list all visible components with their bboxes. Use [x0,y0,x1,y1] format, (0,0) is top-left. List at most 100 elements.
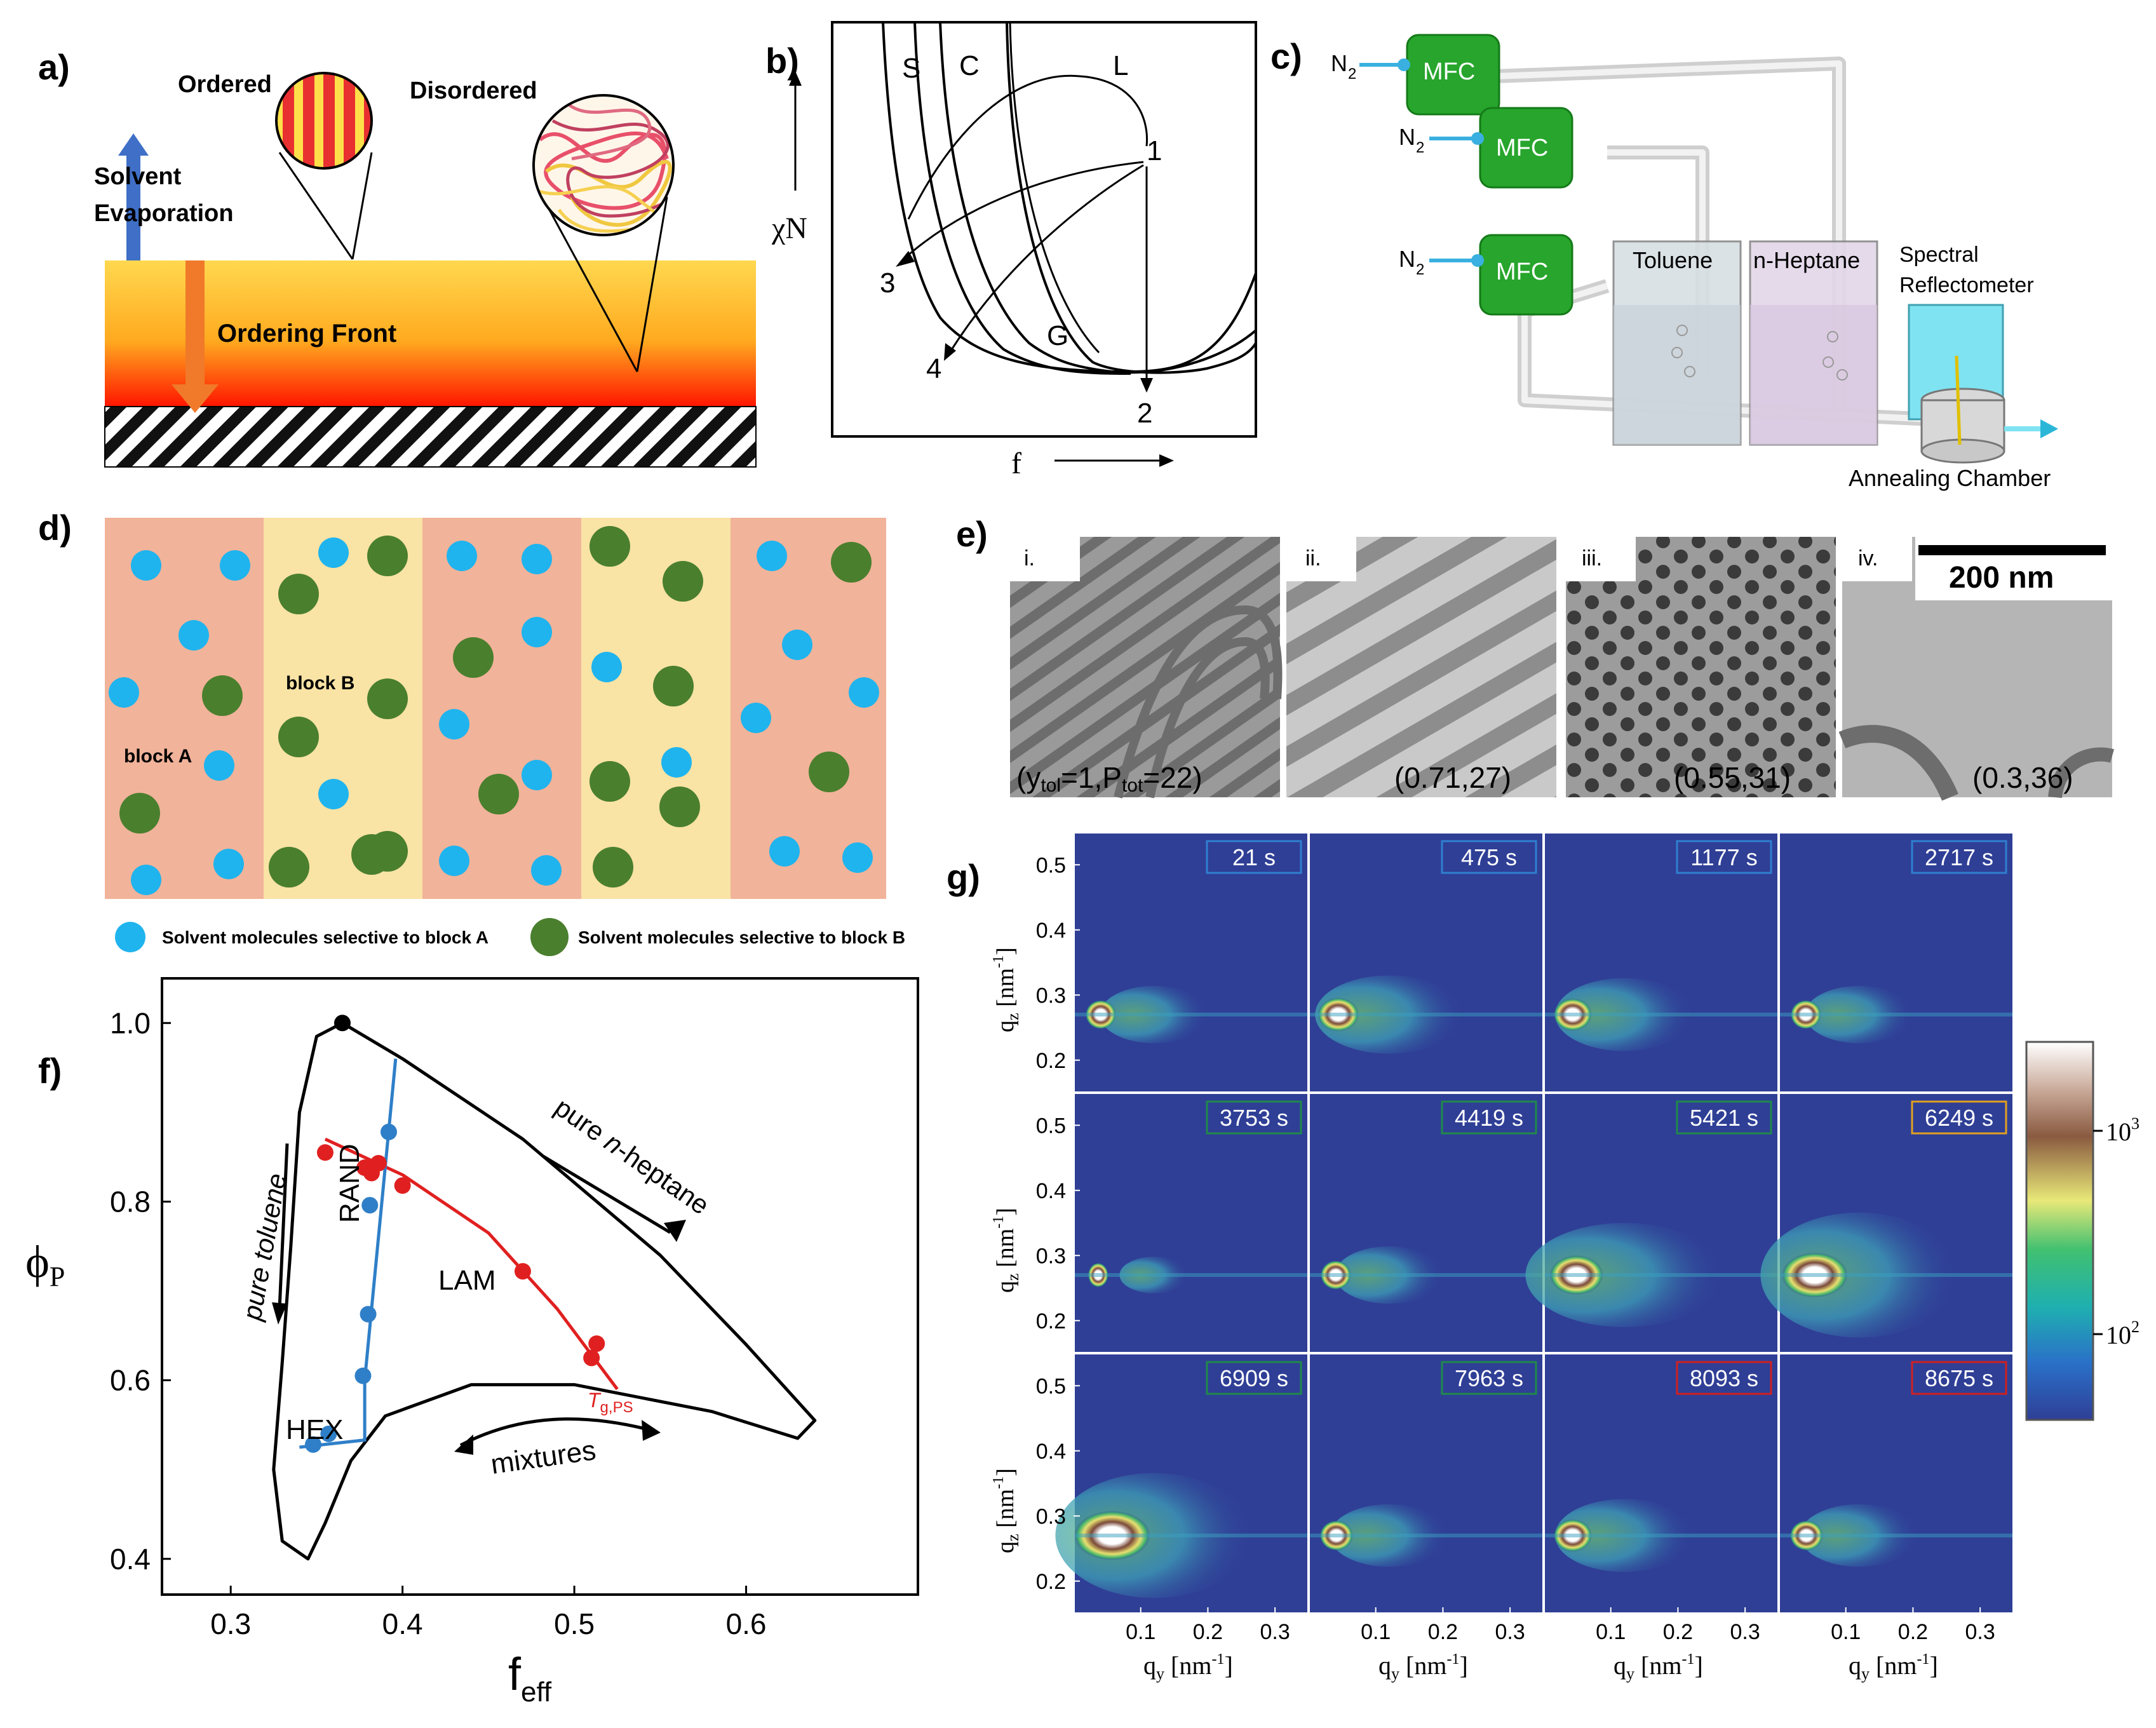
time-box [1441,1100,1537,1135]
time-box [1911,1100,2007,1135]
qz-tick-label: 0.4 [1036,1179,1066,1203]
ordering-front-arrow [185,260,205,388]
panel-b: b) S C L G 1 2 3 4 χN f [765,21,1257,480]
time-label: 7963 s [1455,1365,1523,1391]
time-label: 3753 s [1220,1105,1288,1131]
legend-solvent-a: Solvent molecules selective to block A [162,928,488,947]
scale-bar-label: 200 nm [1949,561,2054,595]
time-label: 2717 s [1925,844,1993,870]
solvent-a-molecule [591,652,622,682]
f-x-tick-label: 0.4 [382,1607,423,1640]
tg-label: Tg,PS [588,1389,633,1416]
solvent-b-molecule [367,536,408,576]
legend-solvent-b-icon [530,918,569,956]
pure-heptane-label: pure n-heptane [549,1092,715,1220]
mfc-2-label: MFC [1496,135,1548,161]
time-box [1911,840,2007,874]
f-axis-label: f [1011,447,1021,480]
time-box [1206,1361,1302,1395]
rand-label: RAND [334,1144,365,1223]
svg-text:2: 2 [1416,139,1424,156]
colorbar [2025,1041,2094,1421]
evaporation-label: Evaporation [94,200,234,227]
f-y-tick-label: 0.4 [110,1542,151,1576]
solvent-a-molecule [220,550,250,581]
solvent-b-molecule [351,834,392,875]
f-x-tick-label: 0.6 [726,1607,767,1640]
time-label: 1177 s [1690,844,1757,870]
solvent-b-molecule [269,847,309,888]
qz-tick-label: 0.4 [1036,919,1066,943]
solvent-a-molecule [769,836,800,867]
gisaxs-pattern: 4419 s [1307,1091,1545,1354]
reflectometer-label-2: Reflectometer [1899,273,2034,297]
panel-d: d) block A block B Solvent molecules sel… [38,508,905,956]
solvent-a-molecule [318,779,349,809]
colorbar-high-tick: 103 [2106,1114,2139,1146]
tem-ii-caption: (0.71,27) [1394,761,1511,794]
time-label: 5421 s [1690,1105,1758,1131]
qy-tick-label: 0.1 [1126,1620,1155,1644]
qy-tick-label: 0.1 [1361,1620,1391,1644]
chi-n-axis-label: χN [771,212,807,245]
qy-tick-label: 0.3 [1730,1620,1760,1644]
solvent-a-molecule [741,703,771,733]
svg-text:N: N [1331,50,1347,76]
solvent-a-molecule [522,617,552,647]
point-1: 1 [1147,135,1162,166]
region-c: C [959,50,980,81]
point-3: 3 [880,267,895,299]
gisaxs-pattern: 5421 s [1525,1091,1780,1354]
n2-inlet-1: N 2 [1331,50,1410,83]
time-label: 4419 s [1455,1105,1523,1131]
tg-data-point [370,1155,387,1171]
panel-g-label: g) [947,857,980,897]
panel-e: e) i. (ytol=1,Ptot=22) ii. (0.71,27) iii… [956,514,2115,801]
qy-axis-label: qy [nm-1] [1378,1651,1468,1683]
block-b-lamella [581,518,731,899]
f-data-series [299,1015,619,1453]
qz-tick-label: 0.3 [1036,1504,1066,1529]
panel-a-label: a) [38,47,70,87]
region-g: G [1047,320,1068,351]
f-x-tick-label: 0.3 [210,1607,251,1640]
ordering-front-label: Ordering Front [217,320,396,348]
panel-c-label: c) [1270,36,1302,76]
solvent-a-molecule [531,855,562,886]
solvent-a-molecule [131,550,161,581]
phase-diagram-frame [831,21,1257,438]
ordered-cylinders-icon [276,73,372,168]
time-box [1441,840,1537,874]
f-axis-ticks: 0.3 0.4 0.5 0.6 0.4 0.6 0.8 1.0 [110,1006,766,1640]
solvent-b-molecule [453,637,494,678]
qy-tick-label: 0.2 [1428,1620,1458,1644]
gisaxs-pattern: 475 s [1307,831,1545,1094]
hex-label: HEX [286,1414,343,1445]
svg-text:ii.: ii. [1305,546,1321,570]
solvent-b-molecule [478,774,519,814]
mixtures-label: mixtures [489,1434,598,1480]
qz-tick-label: 0.5 [1036,853,1066,877]
tem-image-i: i. (ytol=1,Ptot=22) [1010,537,1283,799]
colorbar-low-tick: 102 [2106,1318,2139,1349]
substrate [105,407,756,467]
gisaxs-pattern: 8093 s 0.1 0.2 0.3 qy [nm-1] [1542,1352,1780,1683]
dome-curve [907,74,1149,220]
panel-f-label: f) [38,1051,62,1091]
tem-iv-caption: (0.3,36) [1972,761,2073,794]
phase-envelope-curve [272,1021,817,1561]
panel-c: c) Toluene n-Heptane Spectral Reflectome… [1270,34,2058,491]
solvent-a-molecule [439,846,469,876]
qz-tick-label: 0.5 [1036,1374,1066,1398]
tem-iii-caption: (0.55,31) [1674,761,1791,794]
f-x-tick-label: 0.5 [554,1607,595,1640]
solvent-b-molecule [202,675,243,716]
solvent-a-molecule [757,541,787,571]
time-box [1911,1361,2007,1395]
qy-axis-label: qy [nm-1] [1143,1651,1233,1683]
tem-image-iv: iv. 200 nm (0.3,36) [1838,537,2115,801]
point-4: 4 [926,353,941,384]
time-box [1676,840,1772,874]
evaporation-arrow [126,152,140,260]
